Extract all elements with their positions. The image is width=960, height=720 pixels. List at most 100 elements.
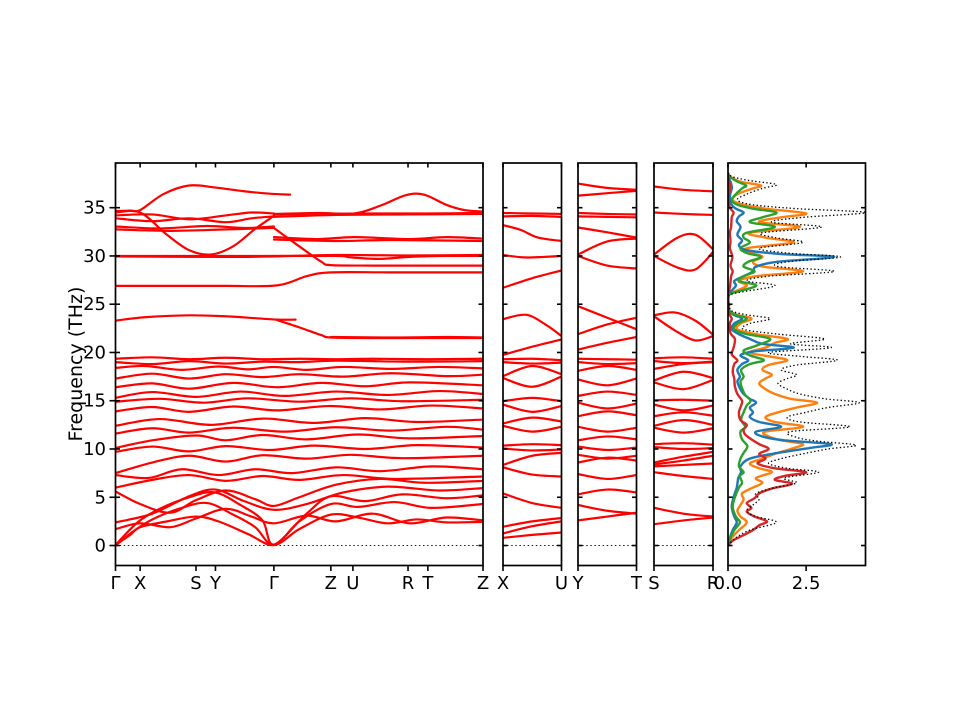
phonon-band xyxy=(115,253,483,259)
phonon-band xyxy=(578,357,637,361)
phonon-band xyxy=(115,465,483,480)
phonon-band xyxy=(578,189,637,197)
phonon-band xyxy=(578,445,637,452)
y-tick-label: 15 xyxy=(83,391,106,412)
phonon-band xyxy=(578,410,637,418)
phonon-band xyxy=(578,211,637,216)
phonon-band xyxy=(272,192,483,216)
phonon-band xyxy=(578,335,637,351)
phonon-band xyxy=(654,361,713,370)
phonon-band xyxy=(503,269,562,289)
y-tick-label: 25 xyxy=(83,294,106,315)
x-tick-label: X xyxy=(134,573,146,594)
phonon-band xyxy=(578,226,637,239)
phonon-band xyxy=(654,462,713,468)
phonon-band xyxy=(115,485,483,524)
phonon-band xyxy=(115,270,483,288)
x-tick-label: Y xyxy=(209,573,222,594)
phonon-band xyxy=(654,398,713,402)
phonon-band xyxy=(115,425,483,435)
band-panel-segment-YT xyxy=(578,182,637,547)
phonon-band xyxy=(115,184,292,213)
dos-panel-frame xyxy=(727,162,867,567)
phonon-band xyxy=(578,456,637,464)
phonon-band xyxy=(578,237,637,256)
phonon-band xyxy=(503,403,562,413)
phonon-band xyxy=(578,488,637,496)
phonon-band xyxy=(115,209,275,256)
phonon-band xyxy=(578,472,637,481)
phonon-band xyxy=(578,377,637,387)
phonon-band xyxy=(115,364,483,371)
phonon-band xyxy=(503,416,562,425)
phonon-band xyxy=(654,506,713,518)
y-tick-label: 5 xyxy=(95,487,106,508)
phonon-band xyxy=(115,512,483,547)
phonon-band xyxy=(578,316,637,336)
x-tick-label: 2.5 xyxy=(792,573,821,594)
phonon-band xyxy=(115,491,483,547)
x-tick-label: S xyxy=(190,573,201,594)
x-tick-label: X xyxy=(497,573,509,594)
dos-curve-green xyxy=(728,172,778,546)
x-tick-label: Γ xyxy=(110,573,120,594)
phonon-band xyxy=(578,390,637,398)
x-tick-label: Γ xyxy=(269,573,279,594)
phonon-band xyxy=(654,185,713,193)
dos-curve-orange xyxy=(728,172,819,547)
phonon-band xyxy=(654,471,713,481)
y-tick-label: 0 xyxy=(95,536,106,557)
phonon-band xyxy=(654,232,713,256)
phonon-band xyxy=(503,443,562,447)
phonon-band xyxy=(503,531,562,539)
phonon-band xyxy=(115,224,275,230)
phonon-band xyxy=(272,236,483,241)
phonon-band xyxy=(503,451,562,467)
x-tick-label: R xyxy=(402,573,415,594)
phonon-band xyxy=(578,254,637,270)
phonon-band xyxy=(654,516,713,526)
x-tick-label: U xyxy=(346,573,359,594)
phonon-band xyxy=(654,450,713,464)
phonon-band xyxy=(115,473,483,489)
phonon-band xyxy=(503,211,562,216)
dos-curve-red xyxy=(728,172,808,547)
phonon-band xyxy=(276,319,483,340)
phonon-band xyxy=(272,238,483,243)
phonon-band xyxy=(654,315,713,342)
phonon-band xyxy=(503,396,562,403)
phonon-band xyxy=(503,424,562,433)
band-panel-segment-XU xyxy=(503,211,562,547)
phonon-band xyxy=(115,381,483,390)
phonon-band xyxy=(272,212,483,218)
phonon-band xyxy=(578,425,637,433)
phonon-band xyxy=(654,426,713,434)
phonon-band xyxy=(115,500,483,547)
dos-curve-blue xyxy=(728,172,836,546)
dos-curve-black-dotted xyxy=(728,172,866,546)
phonon-band xyxy=(654,250,713,272)
phonon-band xyxy=(115,453,483,475)
phonon-band xyxy=(578,511,637,522)
phonon-band xyxy=(115,417,483,427)
phonon-band xyxy=(654,370,713,382)
band-panel-main-path-frame xyxy=(114,162,484,567)
phonon-band xyxy=(115,215,275,224)
phonon-band xyxy=(503,492,562,509)
x-tick-label: Z xyxy=(325,573,337,594)
phonon-band xyxy=(115,444,483,453)
phonon-band xyxy=(578,503,637,515)
band-panel-segment-XU-frame xyxy=(502,162,563,567)
phonon-band xyxy=(503,253,562,259)
y-tick-label: 10 xyxy=(83,439,106,460)
band-panel-segment-SR-frame xyxy=(653,162,714,567)
phonon-band xyxy=(578,435,637,442)
band-panel-main-path xyxy=(115,184,483,547)
phonon-band xyxy=(115,314,297,322)
x-tick-label: 0.0 xyxy=(714,573,743,594)
phonon-band xyxy=(654,418,713,427)
phonon-band xyxy=(503,447,562,452)
phonon-band xyxy=(654,454,713,466)
phonon-band xyxy=(578,401,637,410)
